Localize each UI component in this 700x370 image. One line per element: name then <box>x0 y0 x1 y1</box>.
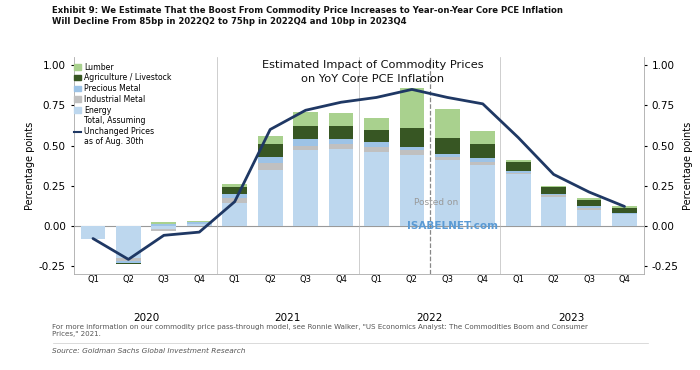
Text: For more information on our commodity price pass-through model, see Ronnie Walke: For more information on our commodity pr… <box>52 324 589 337</box>
Bar <box>258 144 283 157</box>
Bar <box>470 131 495 144</box>
Bar <box>577 210 601 226</box>
Bar <box>223 198 247 203</box>
Bar <box>328 126 354 139</box>
Bar <box>293 145 318 150</box>
Bar <box>506 160 531 162</box>
Text: 2021: 2021 <box>274 313 301 323</box>
Bar <box>293 150 318 226</box>
Bar <box>223 203 247 226</box>
Y-axis label: Percentage points: Percentage points <box>25 121 35 210</box>
Bar <box>541 187 566 194</box>
Bar <box>470 144 495 158</box>
Bar <box>612 215 637 226</box>
Text: Exhibit 9: We Estimate That the Boost From Commodity Price Increases to Year-on-: Exhibit 9: We Estimate That the Boost Fr… <box>52 6 564 14</box>
Bar <box>400 155 424 226</box>
Bar <box>364 152 389 226</box>
Bar <box>435 109 460 138</box>
Text: 2023: 2023 <box>558 313 584 323</box>
Bar <box>541 195 566 197</box>
Bar <box>328 114 354 126</box>
Bar <box>435 138 460 154</box>
Bar <box>612 206 637 208</box>
Bar <box>293 126 318 139</box>
Bar <box>151 226 176 229</box>
Legend: Lumber, Agriculture / Livestock, Precious Metal, Industrial Metal, Energy, Total: Lumber, Agriculture / Livestock, Preciou… <box>74 63 172 146</box>
Bar <box>328 139 354 144</box>
Text: ISABELNET.com: ISABELNET.com <box>407 221 498 231</box>
Bar <box>116 263 141 264</box>
Bar <box>116 261 141 263</box>
Bar <box>151 224 176 226</box>
Bar <box>612 213 637 215</box>
Bar <box>612 208 637 213</box>
Bar <box>541 194 566 195</box>
Bar <box>223 187 247 194</box>
Bar <box>541 186 566 187</box>
Bar <box>541 197 566 226</box>
Bar <box>328 144 354 149</box>
Bar <box>258 163 283 169</box>
Bar <box>400 147 424 150</box>
Bar <box>151 222 176 224</box>
Bar <box>258 157 283 163</box>
Bar <box>577 198 601 200</box>
Bar <box>187 224 211 226</box>
Bar <box>470 165 495 226</box>
Bar <box>364 147 389 152</box>
Bar <box>223 194 247 198</box>
Bar <box>506 174 531 226</box>
Bar <box>80 226 106 239</box>
Bar <box>116 258 141 261</box>
Bar <box>506 162 531 171</box>
Bar <box>506 171 531 173</box>
Bar <box>577 200 601 206</box>
Bar <box>400 128 424 147</box>
Bar <box>187 222 211 224</box>
Bar <box>187 221 211 222</box>
Bar <box>435 154 460 157</box>
Bar <box>400 150 424 155</box>
Bar <box>470 158 495 162</box>
Text: 2020: 2020 <box>133 313 160 323</box>
Bar <box>400 88 424 128</box>
Bar <box>470 162 495 165</box>
Text: Will Decline From 85bp in 2022Q2 to 75hp in 2022Q4 and 10bp in 2023Q4: Will Decline From 85bp in 2022Q2 to 75hp… <box>52 17 407 26</box>
Bar <box>435 160 460 226</box>
Bar <box>293 112 318 126</box>
Y-axis label: Percentage points: Percentage points <box>682 121 693 210</box>
Bar <box>364 130 389 142</box>
Text: Estimated Impact of Commodity Prices
on YoY Core PCE Inflation: Estimated Impact of Commodity Prices on … <box>262 60 484 84</box>
Bar <box>577 206 601 208</box>
Bar <box>116 226 141 258</box>
Bar <box>293 139 318 145</box>
Bar <box>328 149 354 226</box>
Text: Source: Goldman Sachs Global Investment Research: Source: Goldman Sachs Global Investment … <box>52 348 246 354</box>
Bar <box>151 229 176 231</box>
Bar <box>258 169 283 226</box>
Text: Posted on: Posted on <box>414 198 458 207</box>
Bar <box>364 142 389 147</box>
Bar <box>258 136 283 144</box>
Bar <box>435 157 460 160</box>
Bar <box>506 173 531 174</box>
Bar <box>577 208 601 210</box>
Text: 2022: 2022 <box>416 313 443 323</box>
Bar <box>364 118 389 130</box>
Bar <box>223 184 247 187</box>
